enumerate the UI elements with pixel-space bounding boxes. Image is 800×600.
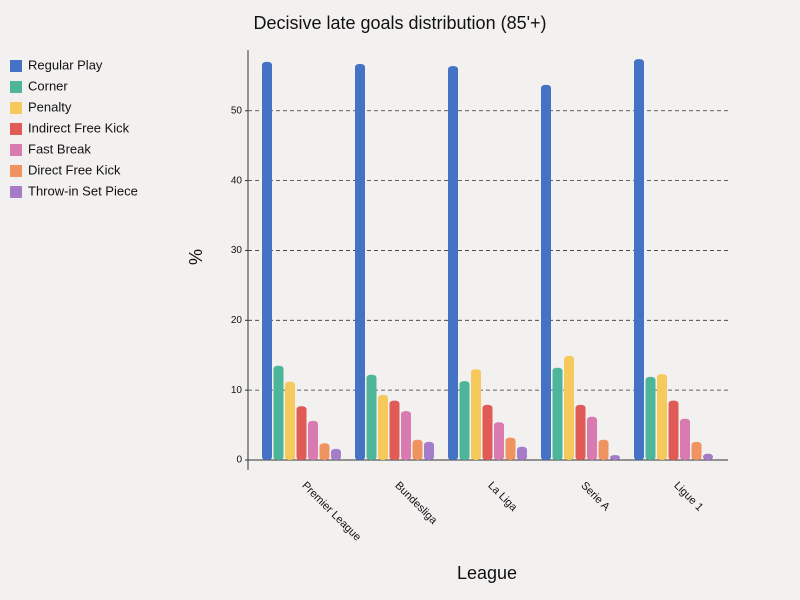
legend-label: Penalty — [28, 99, 72, 114]
legend-label: Throw-in Set Piece — [28, 183, 138, 198]
y-tick-label: 30 — [231, 245, 243, 256]
chart-title: Decisive late goals distribution (85'+) — [253, 13, 546, 33]
bar — [634, 59, 644, 460]
bar — [424, 441, 434, 460]
bar — [366, 374, 377, 460]
legend-swatch — [10, 165, 22, 177]
legend-label: Regular Play — [28, 57, 103, 72]
bar — [680, 418, 690, 460]
legend-swatch — [10, 60, 22, 72]
bar — [273, 365, 284, 460]
bar — [541, 84, 551, 460]
y-tick-label: 0 — [236, 455, 242, 466]
bar — [668, 400, 679, 460]
bar — [331, 448, 341, 460]
legend-swatch — [10, 144, 22, 156]
bar — [552, 367, 563, 460]
bar — [598, 439, 609, 460]
bar — [703, 453, 713, 460]
legend-label: Corner — [28, 78, 68, 93]
bar — [575, 404, 586, 460]
y-tick-label: 50 — [231, 105, 243, 116]
bar — [401, 411, 411, 460]
x-axis-label: League — [457, 563, 517, 583]
bar — [412, 439, 423, 460]
bar — [657, 374, 667, 460]
legend-swatch — [10, 123, 22, 135]
legend-swatch — [10, 102, 22, 114]
bar — [296, 406, 307, 460]
bar — [378, 395, 388, 460]
bar — [459, 381, 470, 460]
bar — [262, 61, 272, 461]
bar — [645, 376, 656, 460]
legend-swatch — [10, 186, 22, 198]
legend-label: Fast Break — [28, 141, 91, 156]
legend-label: Indirect Free Kick — [28, 120, 130, 135]
bar — [448, 66, 458, 461]
bar — [355, 63, 365, 461]
bar — [471, 369, 481, 460]
legend-swatch — [10, 81, 22, 93]
bar — [691, 441, 702, 460]
legend-label: Direct Free Kick — [28, 162, 121, 177]
bar — [564, 355, 574, 460]
bar — [285, 381, 295, 460]
bar — [308, 420, 318, 460]
bar — [319, 443, 330, 460]
bar — [482, 404, 493, 460]
y-tick-label: 20 — [231, 315, 243, 326]
bar — [587, 416, 597, 460]
y-tick-label: 10 — [231, 385, 243, 396]
bar — [389, 400, 400, 460]
bar — [610, 455, 620, 460]
bar — [505, 437, 516, 460]
bar — [494, 422, 504, 460]
y-axis-label: % — [186, 249, 206, 265]
y-tick-label: 40 — [231, 175, 243, 186]
bar — [517, 446, 527, 460]
